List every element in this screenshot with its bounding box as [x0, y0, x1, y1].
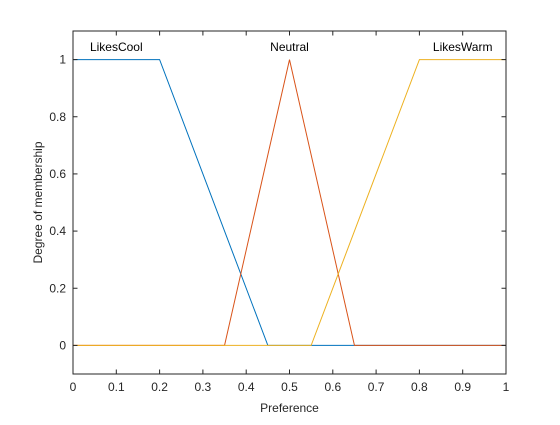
series-layer	[73, 59, 506, 346]
x-axis-ticks: 0 0.1 0.2 0.3 0.4 0.5 0.6 0.7 0.8 0.9 1	[70, 31, 510, 394]
x-tick-label: 0.8	[411, 380, 428, 394]
mf-label-likescool: LikesCool	[90, 40, 143, 54]
y-tick-label: 0.6	[49, 167, 66, 181]
mf-label-neutral: Neutral	[270, 40, 309, 54]
y-axis-label: Degree of membership	[31, 141, 45, 263]
x-axis-label: Preference	[260, 401, 319, 415]
x-tick-label: 0.1	[108, 380, 125, 394]
mf-label-likeswarm: LikesWarm	[433, 40, 493, 54]
y-tick-label: 0	[59, 338, 66, 352]
x-tick-label: 0.4	[238, 380, 255, 394]
x-tick-label: 0	[70, 380, 77, 394]
x-tick-label: 0.7	[368, 380, 385, 394]
x-tick-label: 0.9	[454, 380, 471, 394]
y-tick-label: 1	[59, 53, 66, 67]
plot-area-background	[73, 31, 506, 374]
x-tick-label: 0.6	[324, 380, 341, 394]
y-tick-label: 0.8	[49, 110, 66, 124]
mf-label-layer: LikesCool Neutral LikesWarm	[90, 40, 493, 54]
y-tick-label: 0.2	[49, 281, 66, 295]
y-axis-ticks: 0 0.2 0.4 0.6 0.8 1	[49, 53, 506, 352]
series-line-likeswarm	[73, 59, 506, 346]
x-tick-label: 0.3	[195, 380, 212, 394]
x-tick-label: 0.2	[151, 380, 168, 394]
x-tick-label: 1	[503, 380, 510, 394]
x-tick-label: 0.5	[281, 380, 298, 394]
y-tick-label: 0.4	[49, 224, 66, 238]
